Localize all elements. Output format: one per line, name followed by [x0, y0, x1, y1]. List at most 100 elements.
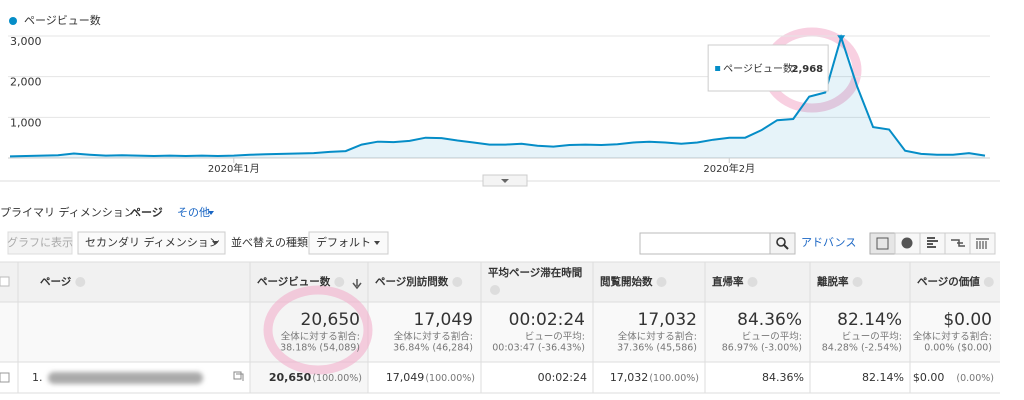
y-tick-label: 1,000 — [10, 116, 42, 129]
icon — [901, 237, 913, 249]
sort-dropdown[interactable] — [308, 231, 389, 255]
total-detail: 00:03:47 (-36.43%) — [492, 343, 585, 354]
total-value: 20,650 — [301, 310, 360, 330]
row-cell: 20,650(100.00%) — [269, 371, 362, 384]
total-detail: 38.18% (54,089) — [280, 343, 360, 354]
collapse-arrow — [501, 179, 509, 183]
help-icon — [452, 277, 463, 287]
row-checkbox[interactable] — [0, 372, 10, 383]
column-header[interactable]: ページ — [40, 276, 72, 288]
column-header[interactable]: 直帰率 — [712, 275, 744, 288]
tooltip — [707, 44, 829, 92]
sort-label: 並べ替えの種類: — [231, 235, 312, 249]
total-value: 82.14% — [837, 310, 902, 330]
highlight-circle — [263, 285, 373, 375]
legend-marker — [9, 17, 17, 25]
help-icon — [334, 277, 345, 287]
blurred-page-path — [48, 372, 203, 384]
total-caption: ビューの平均: — [842, 331, 902, 343]
total-detail: 0.00% ($0.00) — [924, 343, 992, 354]
total-value: 17,032 — [638, 310, 697, 330]
help-icon — [656, 277, 667, 287]
cell-share: (100.00%) — [649, 373, 699, 384]
icon — [976, 238, 989, 249]
cell-value: $0.00 — [913, 371, 945, 384]
sort-arrow — [352, 279, 362, 290]
total-value: $0.00 — [943, 310, 992, 330]
row-cell: 17,049(100.00%) — [386, 371, 475, 384]
header-checkbox[interactable] — [0, 276, 10, 287]
total-value: 17,049 — [414, 310, 473, 330]
cell-value: 84.36% — [762, 371, 804, 384]
icon — [927, 237, 938, 248]
total-caption: ビューの平均: — [525, 331, 585, 343]
help-icon — [75, 277, 86, 287]
cell-value: 17,049 — [386, 371, 425, 384]
total-detail: 36.84% (46,284) — [393, 343, 473, 354]
row-index: 1. — [32, 371, 43, 384]
primary-dimension-value[interactable]: ページ — [130, 206, 163, 219]
total-caption: 全体に対する割合: — [913, 331, 992, 343]
search-icon — [776, 237, 786, 247]
legend-label: ページビュー数 — [24, 14, 101, 27]
column-header[interactable]: 閲覧開始数 — [600, 275, 653, 288]
x-tick-label: 2020年2月 — [703, 162, 755, 175]
tooltip-value: 2,968 — [792, 64, 824, 75]
total-value: 00:02:24 — [509, 310, 585, 330]
column-header[interactable]: ページビュー数 — [257, 275, 331, 288]
row-cell: $0.00 (0.00%) — [913, 371, 994, 384]
total-value: 84.36% — [737, 310, 802, 330]
cell-share: (100.00%) — [312, 373, 362, 384]
icon — [951, 239, 965, 247]
search-input[interactable] — [639, 232, 771, 255]
view-switcher — [869, 232, 996, 255]
total-caption: 全体に対する割合: — [394, 331, 473, 343]
help-icon — [490, 285, 500, 295]
view-table[interactable] — [869, 232, 896, 255]
total-detail: 84.28% (-2.54%) — [822, 343, 902, 354]
help-icon — [983, 277, 994, 287]
y-tick-label: 2,000 — [10, 76, 42, 89]
table-header-bg — [0, 262, 1000, 302]
row-cell: 17,032(100.00%) — [610, 371, 699, 384]
chart-button[interactable] — [7, 231, 73, 255]
search-button[interactable] — [769, 232, 796, 255]
column-header[interactable]: ページの価値 — [917, 275, 980, 288]
advanced-link[interactable]: アドバンス — [801, 236, 856, 249]
total-detail: 37.36% (45,586) — [617, 343, 697, 354]
row-cell: 82.14% — [862, 371, 904, 384]
table-grid — [0, 261, 1000, 394]
total-detail: 86.97% (-3.00%) — [722, 343, 802, 354]
cell-value: 00:02:24 — [538, 371, 587, 384]
tooltip-label: ページビュー数: — [723, 62, 796, 75]
column-header[interactable]: 離脱率 — [817, 275, 849, 288]
dropdown-arrow — [208, 211, 214, 215]
primary-dimension-other[interactable]: その他 — [177, 206, 210, 219]
line — [9, 33, 986, 158]
secondary-dimension-dropdown[interactable] — [77, 231, 226, 255]
area — [10, 37, 985, 158]
chart-button-label: グラフに表示 — [7, 235, 73, 249]
column-header[interactable]: 平均ページ滞在時間 — [488, 266, 582, 279]
cell-share: (100.00%) — [425, 373, 475, 384]
cell-value: 17,032 — [610, 371, 649, 384]
icon — [876, 237, 889, 250]
help-icon — [852, 277, 863, 287]
dropdown-arrow — [374, 241, 380, 245]
total-caption: 全体に対する割合: — [281, 331, 360, 343]
open-link-icon[interactable] — [233, 371, 244, 381]
total-caption: ビューの平均: — [742, 331, 802, 343]
table-totals-bg — [0, 302, 1000, 362]
search-icon — [783, 244, 789, 250]
row-cell: 00:02:24 — [538, 371, 587, 384]
y-tick-label: 3,000 — [10, 35, 42, 48]
x-tick-label: 2020年1月 — [208, 162, 260, 175]
column-header[interactable]: ページ別訪問数 — [375, 275, 449, 288]
row-cell: 84.36% — [762, 371, 804, 384]
cell-value: 20,650 — [269, 371, 312, 384]
dropdown-arrow — [212, 241, 218, 245]
primary-dimension-label: プライマリ ディメンション: — [0, 205, 138, 219]
total-caption: 全体に対する割合: — [618, 331, 697, 343]
point-marker — [837, 35, 846, 42]
cell-value: 82.14% — [862, 371, 904, 384]
